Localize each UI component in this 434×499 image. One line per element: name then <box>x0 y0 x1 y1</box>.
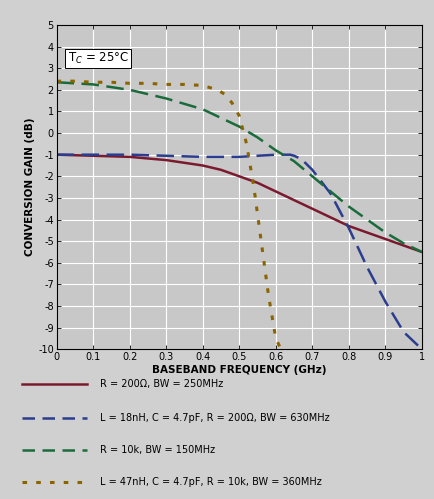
Text: L = 47nH, C = 4.7pF, R = 10k, BW = 360MHz: L = 47nH, C = 4.7pF, R = 10k, BW = 360MH… <box>100 477 321 487</box>
Text: R = 200Ω, BW = 250MHz: R = 200Ω, BW = 250MHz <box>100 379 223 389</box>
Text: L = 18nH, C = 4.7pF, R = 200Ω, BW = 630MHz: L = 18nH, C = 4.7pF, R = 200Ω, BW = 630M… <box>100 413 329 423</box>
Text: R = 10k, BW = 150MHz: R = 10k, BW = 150MHz <box>100 445 215 455</box>
Y-axis label: CONVERSION GAIN (dB): CONVERSION GAIN (dB) <box>25 118 35 256</box>
X-axis label: BASEBAND FREQUENCY (GHz): BASEBAND FREQUENCY (GHz) <box>151 365 326 375</box>
Text: T$_C$ = 25°C: T$_C$ = 25°C <box>67 51 128 66</box>
